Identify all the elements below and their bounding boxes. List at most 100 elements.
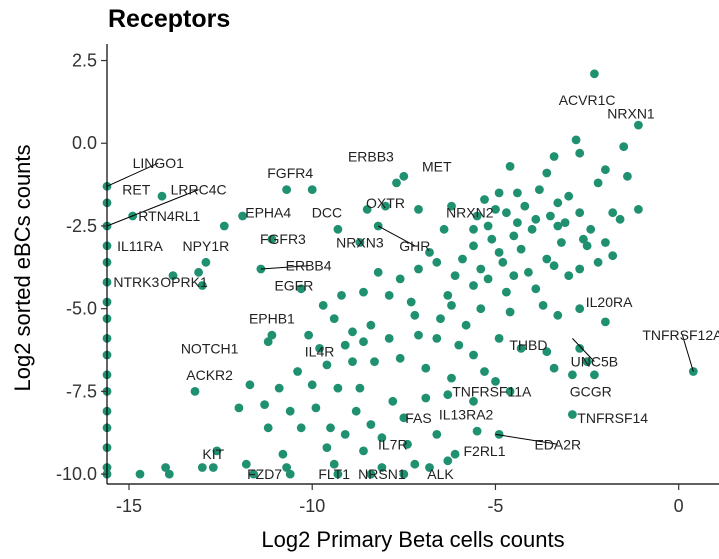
data-point bbox=[307, 185, 317, 195]
data-point bbox=[469, 281, 478, 290]
data-point bbox=[586, 224, 596, 234]
data-point bbox=[516, 244, 526, 254]
data-point bbox=[535, 185, 544, 195]
data-point bbox=[619, 142, 629, 152]
data-point bbox=[329, 459, 339, 469]
gene-label: EPHA4 bbox=[245, 205, 291, 221]
data-point bbox=[355, 238, 365, 247]
data-point bbox=[590, 370, 599, 380]
data-point bbox=[476, 304, 486, 314]
data-point bbox=[362, 205, 372, 214]
y-tick-label: -7.5 bbox=[66, 381, 97, 401]
data-point bbox=[513, 188, 522, 198]
gene-label: GCGR bbox=[570, 383, 612, 399]
data-point bbox=[201, 257, 211, 267]
y-axis-ticks: 2.5 0.0 -2.5 -5.0 -7.5 -10.0 bbox=[56, 51, 107, 484]
data-point bbox=[439, 224, 449, 234]
data-point bbox=[593, 178, 603, 188]
data-point bbox=[190, 387, 200, 396]
data-point bbox=[414, 264, 423, 274]
gene-label: F2RL1 bbox=[463, 443, 505, 459]
data-point bbox=[575, 208, 585, 218]
gene-label: LRRC4C bbox=[171, 182, 227, 198]
gene-label: GHR bbox=[399, 238, 430, 254]
data-point bbox=[483, 274, 493, 284]
data-point bbox=[219, 221, 229, 231]
gene-label: FLT1 bbox=[318, 466, 350, 482]
data-point bbox=[568, 370, 577, 380]
data-point bbox=[531, 284, 541, 294]
gene-label: IL7R bbox=[378, 436, 408, 452]
gene-label: MET bbox=[422, 158, 452, 174]
data-point bbox=[414, 330, 423, 340]
data-point bbox=[531, 214, 541, 224]
data-point bbox=[263, 423, 273, 433]
x-tick-label: -5 bbox=[487, 496, 503, 516]
data-point bbox=[293, 367, 302, 376]
gene-label: FGFR3 bbox=[260, 231, 306, 247]
data-point bbox=[575, 344, 585, 353]
data-point bbox=[161, 463, 171, 472]
data-point bbox=[564, 191, 574, 201]
data-point bbox=[351, 406, 361, 416]
gene-label: NRXN3 bbox=[336, 235, 384, 251]
gene-label: EDA2R bbox=[534, 436, 581, 452]
data-point bbox=[491, 205, 500, 214]
data-point bbox=[549, 261, 559, 271]
gene-label: NOTCH1 bbox=[181, 340, 239, 356]
data-point bbox=[538, 301, 548, 310]
data-point bbox=[399, 171, 409, 181]
label-leader-line bbox=[106, 189, 199, 227]
data-point bbox=[557, 238, 566, 247]
gene-label: DCC bbox=[312, 205, 342, 221]
gene-label: ALK bbox=[427, 466, 454, 482]
data-point bbox=[322, 360, 332, 370]
gene-label: NRSN1 bbox=[358, 466, 406, 482]
data-point bbox=[608, 208, 618, 218]
data-point bbox=[494, 430, 504, 439]
data-point bbox=[582, 357, 592, 366]
gene-label: KIT bbox=[202, 446, 224, 462]
data-point bbox=[340, 340, 350, 350]
data-point bbox=[520, 201, 530, 211]
data-point bbox=[329, 314, 339, 323]
data-point bbox=[296, 284, 306, 294]
data-point bbox=[359, 337, 368, 347]
data-point bbox=[590, 69, 599, 79]
data-point bbox=[513, 218, 522, 228]
y-tick-label: 0.0 bbox=[72, 133, 97, 153]
data-point bbox=[436, 314, 445, 323]
data-point bbox=[410, 459, 420, 469]
data-point bbox=[263, 337, 273, 347]
data-point bbox=[197, 281, 207, 290]
data-point bbox=[395, 274, 405, 284]
data-point bbox=[414, 205, 423, 214]
data-point bbox=[285, 406, 295, 416]
data-point bbox=[399, 469, 409, 479]
data-point bbox=[274, 383, 284, 393]
data-point bbox=[432, 334, 442, 343]
y-tick-label: -10.0 bbox=[56, 464, 97, 484]
gene-label: IL13RA2 bbox=[439, 407, 494, 423]
data-point bbox=[542, 168, 552, 178]
data-points bbox=[102, 69, 698, 479]
gene-label: NRXN1 bbox=[607, 106, 655, 122]
data-point bbox=[443, 456, 453, 466]
data-point bbox=[593, 257, 603, 267]
data-point bbox=[450, 271, 460, 280]
gene-label: ERBB3 bbox=[348, 149, 394, 165]
data-point bbox=[575, 148, 585, 158]
data-point bbox=[245, 380, 255, 390]
data-point bbox=[285, 469, 295, 479]
data-point bbox=[469, 224, 478, 234]
data-point bbox=[238, 211, 248, 221]
data-point bbox=[505, 162, 515, 171]
data-point bbox=[505, 307, 515, 317]
x-tick-label: -15 bbox=[116, 496, 142, 516]
y-axis-title: Log2 sorted eBCs counts bbox=[10, 144, 35, 391]
data-point bbox=[549, 152, 559, 161]
data-point bbox=[384, 334, 394, 343]
gene-label: TNFRSF12A bbox=[642, 327, 719, 343]
data-point bbox=[579, 234, 588, 244]
